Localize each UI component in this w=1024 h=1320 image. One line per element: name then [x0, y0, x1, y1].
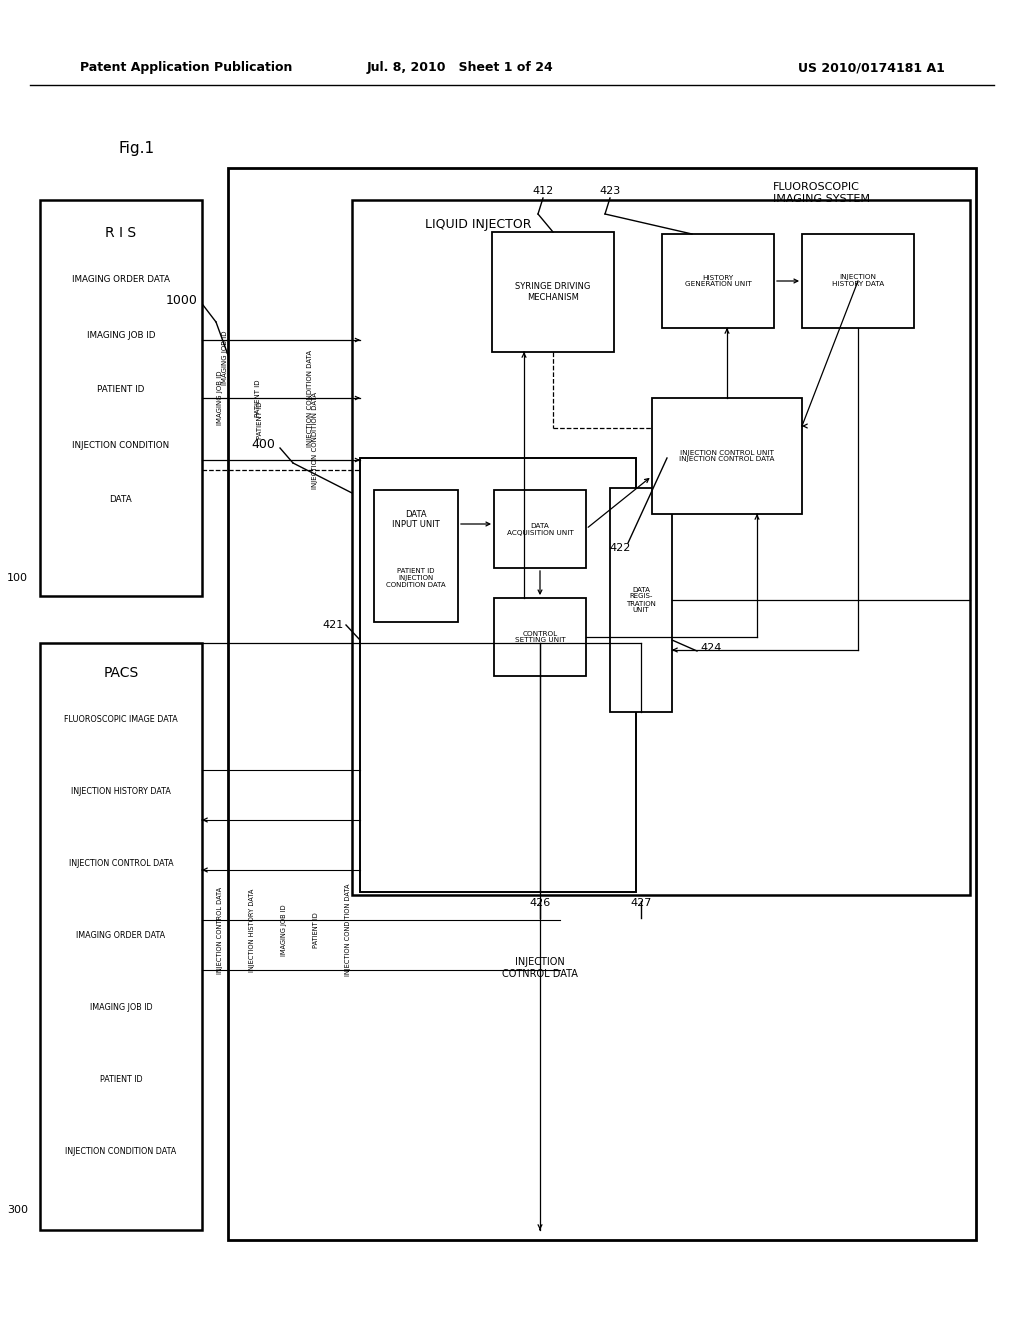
Text: DATA
REGIS-
TRATION
UNIT: DATA REGIS- TRATION UNIT — [626, 586, 656, 614]
Text: 412: 412 — [532, 186, 554, 195]
Text: 423: 423 — [599, 186, 621, 195]
Text: US 2010/0174181 A1: US 2010/0174181 A1 — [798, 62, 945, 74]
Text: FLUOROSCOPIC IMAGE DATA: FLUOROSCOPIC IMAGE DATA — [65, 715, 178, 725]
Bar — [652, 399, 802, 513]
Text: IMAGING JOB ID: IMAGING JOB ID — [281, 904, 287, 956]
Text: 100: 100 — [7, 573, 28, 583]
Text: CONTROL
SETTING UNIT: CONTROL SETTING UNIT — [515, 631, 565, 644]
Text: INJECTION
COTNROL DATA: INJECTION COTNROL DATA — [502, 957, 578, 979]
Text: HISTORY
GENERATION UNIT: HISTORY GENERATION UNIT — [685, 275, 752, 288]
Text: 422: 422 — [609, 543, 631, 553]
Text: Fig.1: Fig.1 — [118, 140, 155, 156]
Text: 426: 426 — [529, 898, 551, 908]
Bar — [374, 490, 458, 622]
Text: IMAGING JOB ID: IMAGING JOB ID — [222, 331, 228, 385]
Bar — [40, 643, 202, 1230]
Text: PACS: PACS — [103, 667, 138, 680]
Text: Patent Application Publication: Patent Application Publication — [80, 62, 293, 74]
Text: INJECTION HISTORY DATA: INJECTION HISTORY DATA — [249, 888, 255, 972]
Text: LIQUID INJECTOR: LIQUID INJECTOR — [425, 218, 531, 231]
Bar — [352, 201, 970, 895]
Bar — [40, 201, 202, 597]
Text: INJECTION CONDITION DATA: INJECTION CONDITION DATA — [307, 350, 313, 446]
Text: PATIENT ID: PATIENT ID — [97, 385, 144, 395]
Text: 400: 400 — [251, 438, 275, 451]
Text: SYRINGE DRIVING
MECHANISM: SYRINGE DRIVING MECHANISM — [515, 282, 591, 302]
Text: INJECTION HISTORY DATA: INJECTION HISTORY DATA — [71, 788, 171, 796]
Text: IMAGING JOB ID: IMAGING JOB ID — [217, 371, 223, 425]
Text: INJECTION CONDITION DATA: INJECTION CONDITION DATA — [345, 884, 351, 977]
Text: INJECTION CONDITION DATA: INJECTION CONDITION DATA — [312, 392, 318, 488]
Text: INJECTION
HISTORY DATA: INJECTION HISTORY DATA — [831, 275, 884, 288]
Text: INJECTION CONTROL UNIT
INJECTION CONTROL DATA: INJECTION CONTROL UNIT INJECTION CONTROL… — [679, 450, 775, 462]
Text: 421: 421 — [323, 620, 344, 630]
Text: 300: 300 — [7, 1205, 28, 1214]
Text: R I S: R I S — [105, 226, 136, 240]
Text: IMAGING JOB ID: IMAGING JOB ID — [90, 1003, 153, 1012]
Bar — [610, 488, 672, 711]
Text: 424: 424 — [700, 643, 721, 653]
Text: IMAGING ORDER DATA: IMAGING ORDER DATA — [72, 276, 170, 285]
Bar — [662, 234, 774, 327]
Text: Jul. 8, 2010   Sheet 1 of 24: Jul. 8, 2010 Sheet 1 of 24 — [367, 62, 553, 74]
Text: PATIENT ID: PATIENT ID — [255, 379, 261, 417]
Bar — [492, 232, 614, 352]
Text: FLUOROSCOPIC
IMAGING SYSTEM: FLUOROSCOPIC IMAGING SYSTEM — [773, 182, 870, 203]
Text: PATIENT ID
INJECTION
CONDITION DATA: PATIENT ID INJECTION CONDITION DATA — [386, 568, 445, 587]
Text: DATA: DATA — [110, 495, 132, 504]
Text: 427: 427 — [631, 898, 651, 908]
Bar — [494, 490, 586, 568]
Text: INJECTION CONDITION: INJECTION CONDITION — [73, 441, 170, 450]
Text: PATIENT ID: PATIENT ID — [99, 1076, 142, 1085]
Bar — [360, 458, 636, 892]
Text: DATA
INPUT UNIT: DATA INPUT UNIT — [392, 510, 440, 529]
Bar — [494, 598, 586, 676]
Text: 1000: 1000 — [166, 293, 198, 306]
Text: INJECTION CONTROL DATA: INJECTION CONTROL DATA — [217, 887, 223, 974]
Text: INJECTION CONDITION DATA: INJECTION CONDITION DATA — [66, 1147, 176, 1156]
Bar — [228, 168, 976, 1239]
Text: INJECTION CONTROL DATA: INJECTION CONTROL DATA — [69, 859, 173, 869]
Text: PATIENT ID: PATIENT ID — [257, 401, 263, 438]
Text: IMAGING JOB ID: IMAGING JOB ID — [87, 330, 156, 339]
Text: DATA
ACQUISITION UNIT: DATA ACQUISITION UNIT — [507, 523, 573, 536]
Bar — [802, 234, 914, 327]
Text: IMAGING ORDER DATA: IMAGING ORDER DATA — [77, 932, 166, 940]
Text: PATIENT ID: PATIENT ID — [313, 912, 319, 948]
